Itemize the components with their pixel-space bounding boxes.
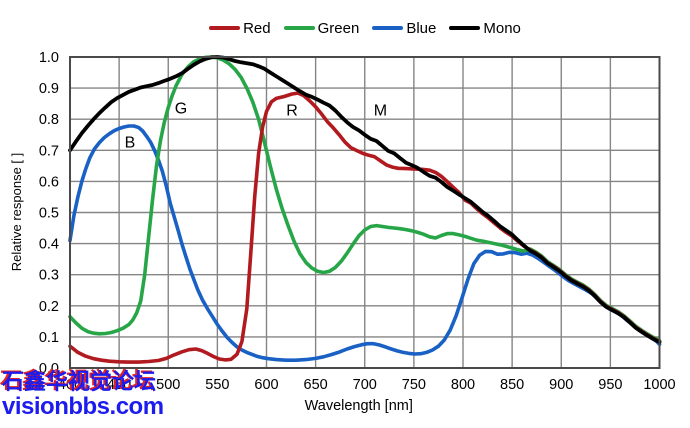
axis-tick-labels: 400 450 500 550 600 650 700 750 800 850 900 950 1000… <box>39 50 676 393</box>
legend-item-red: Red <box>209 20 271 37</box>
x-tick-label: 1000 <box>643 377 675 393</box>
legend-swatch-mono <box>449 26 481 30</box>
legend-label-blue: Blue <box>406 19 437 37</box>
y-tick-label: 0.1 <box>39 330 59 346</box>
watermark-line1: 石鑫华视觉论坛 <box>2 369 157 394</box>
x-tick-label: 500 <box>156 377 180 393</box>
y-tick-label: 1.0 <box>39 50 59 66</box>
annotation-b: B <box>125 134 136 151</box>
plot-border <box>69 56 661 369</box>
y-tick-label: 0.5 <box>39 206 59 222</box>
watermark: 石鑫华视觉论坛 visionbbs.com <box>2 371 164 419</box>
x-tick-label: 600 <box>254 377 278 393</box>
y-tick-label: 0.3 <box>39 268 59 284</box>
legend-item-mono: Mono <box>449 20 521 37</box>
legend-label-red: Red <box>243 19 271 37</box>
x-tick-label: 450 <box>107 377 131 393</box>
x-tick-label: 850 <box>500 377 524 393</box>
legend-swatch-blue <box>372 26 404 30</box>
y-tick-label: 0.6 <box>39 174 59 190</box>
x-axis-title: Wavelength [nm] <box>305 398 413 414</box>
legend-label-mono: Mono <box>483 19 521 37</box>
x-tick-label: 700 <box>353 377 377 393</box>
x-tick-label: 400 <box>58 377 82 393</box>
x-tick-label: 800 <box>451 377 475 393</box>
y-axis-title: Relative response [ ] <box>9 153 24 272</box>
x-tick-label: 650 <box>304 377 328 393</box>
y-tick-label: 0.0 <box>39 361 59 377</box>
curves <box>68 55 662 364</box>
watermark-line2: visionbbs.com <box>2 393 164 420</box>
legend-swatch-red <box>209 26 241 30</box>
legend-item-green: Green <box>283 19 360 37</box>
annotation-m: M <box>374 102 387 119</box>
mono-curve <box>68 55 662 345</box>
x-tick-label: 750 <box>402 377 426 393</box>
y-tick-label: 0.9 <box>39 81 59 97</box>
blue-curve <box>68 124 662 362</box>
x-tick-label: 900 <box>549 377 573 393</box>
annotation-g: G <box>175 101 187 118</box>
annotation-r: R <box>286 102 298 119</box>
legend-label-green: Green <box>317 19 360 37</box>
x-tick-label: 550 <box>205 377 229 393</box>
y-tick-label: 0.2 <box>39 299 59 315</box>
y-tick-label: 0.8 <box>39 112 59 128</box>
chart-legend: Red Green Blue Mono <box>70 18 660 38</box>
curve-annotations: R G B M <box>125 101 388 152</box>
grid-lines <box>70 57 660 368</box>
legend-item-blue: Blue <box>372 20 436 37</box>
y-tick-label: 0.7 <box>39 143 59 159</box>
x-tick-label: 950 <box>598 377 622 393</box>
y-tick-label: 0.4 <box>39 237 59 253</box>
legend-swatch-green <box>283 26 315 30</box>
